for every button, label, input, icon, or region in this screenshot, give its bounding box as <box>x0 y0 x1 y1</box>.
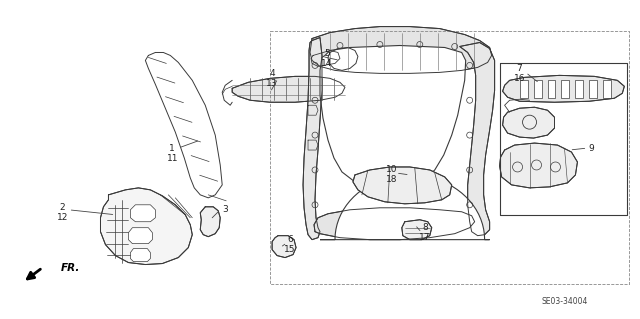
Text: 12: 12 <box>57 213 68 222</box>
Text: 14: 14 <box>321 59 333 68</box>
Polygon shape <box>320 46 466 190</box>
Text: 7: 7 <box>516 64 522 73</box>
Polygon shape <box>547 80 556 98</box>
Polygon shape <box>534 80 541 98</box>
Polygon shape <box>353 167 452 204</box>
Polygon shape <box>460 42 495 236</box>
Polygon shape <box>589 80 597 98</box>
Polygon shape <box>604 80 611 98</box>
Polygon shape <box>575 80 584 98</box>
Polygon shape <box>310 26 492 73</box>
Text: 17: 17 <box>419 233 431 242</box>
Polygon shape <box>200 207 220 237</box>
Text: 2: 2 <box>60 203 65 212</box>
Polygon shape <box>320 175 490 240</box>
Text: 16: 16 <box>514 74 525 83</box>
Text: SE03-34004: SE03-34004 <box>541 297 588 306</box>
Polygon shape <box>272 236 296 257</box>
Text: 9: 9 <box>589 144 595 152</box>
Text: 13: 13 <box>266 79 278 88</box>
Text: 6: 6 <box>287 235 293 244</box>
Polygon shape <box>303 38 322 240</box>
Text: 5: 5 <box>324 49 330 58</box>
Text: 18: 18 <box>386 175 397 184</box>
Polygon shape <box>328 48 358 70</box>
Text: 1: 1 <box>170 144 175 152</box>
Polygon shape <box>129 228 152 244</box>
Text: 15: 15 <box>284 245 296 254</box>
Polygon shape <box>131 249 150 262</box>
Polygon shape <box>100 188 192 264</box>
Text: 4: 4 <box>269 69 275 78</box>
Polygon shape <box>232 76 345 102</box>
Polygon shape <box>131 205 156 222</box>
Polygon shape <box>314 208 475 240</box>
Polygon shape <box>502 75 625 102</box>
Text: 11: 11 <box>166 153 178 162</box>
Text: 3: 3 <box>222 205 228 214</box>
Polygon shape <box>402 220 432 240</box>
Polygon shape <box>500 143 577 188</box>
Text: 8: 8 <box>422 223 428 232</box>
Polygon shape <box>520 80 527 98</box>
Polygon shape <box>502 107 554 138</box>
Polygon shape <box>561 80 570 98</box>
Text: FR.: FR. <box>61 263 80 272</box>
Text: 10: 10 <box>386 166 397 174</box>
